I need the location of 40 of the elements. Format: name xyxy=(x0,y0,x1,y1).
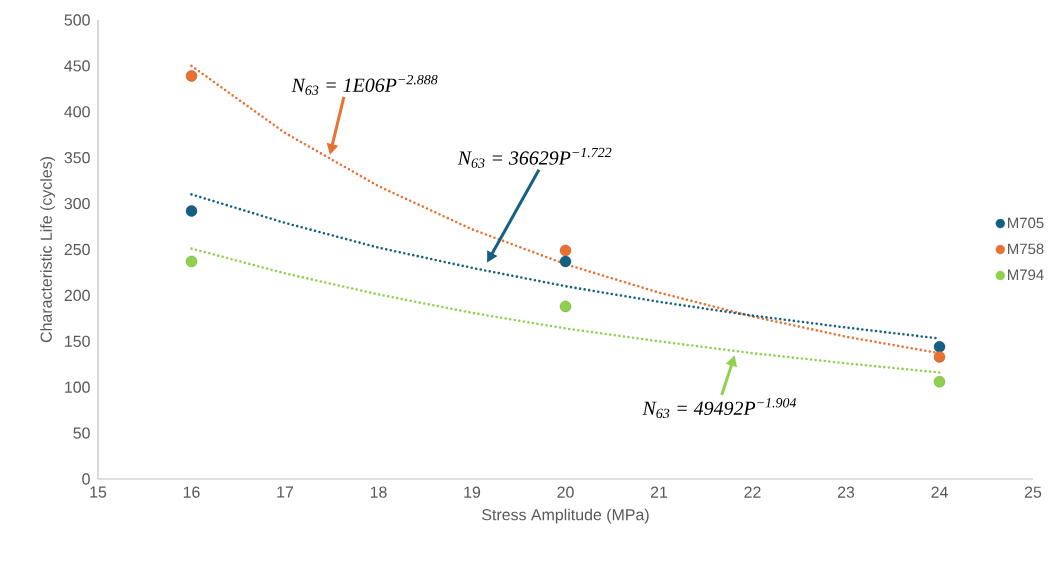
x-tick-label: 19 xyxy=(464,486,481,498)
annotation: N$_{63}$ = 36629P$^{−1.722}$ xyxy=(457,147,612,168)
point xyxy=(559,255,572,268)
x-tick-label: 25 xyxy=(1024,486,1042,498)
point xyxy=(185,255,198,268)
y-tick-label: 400 xyxy=(64,106,90,118)
x-axis-title: Stress Amplitude (MPa) xyxy=(482,508,649,524)
point xyxy=(559,244,572,257)
x-tick-label: 16 xyxy=(183,486,200,498)
y-tick-label: 100 xyxy=(65,381,90,393)
legend-label: M705 xyxy=(1008,217,1044,229)
point xyxy=(933,375,946,388)
y-tick-label: 300 xyxy=(64,197,90,210)
point xyxy=(185,70,198,82)
x-tick-label: 24 xyxy=(931,486,948,498)
y-tick-label: 150 xyxy=(65,335,90,347)
y-tick-label: 50 xyxy=(73,427,90,439)
line-series xyxy=(190,247,941,374)
x-tick-label: 17 xyxy=(277,486,294,498)
x-tick-label: 21 xyxy=(650,486,668,498)
y-tick-label: 250 xyxy=(64,243,90,256)
point xyxy=(933,351,946,363)
legend-label: M794 xyxy=(1008,269,1044,281)
x-tick-label: 22 xyxy=(744,486,761,498)
point xyxy=(559,300,572,313)
y-tick-label: 200 xyxy=(64,289,90,302)
point xyxy=(933,341,946,353)
x-tick-label: 15 xyxy=(90,486,107,498)
y-tick-label: 500 xyxy=(64,14,90,26)
y-tick-label: 450 xyxy=(64,60,90,72)
annotation: N$_{63}$ = 1E06P$^{−2.888}$ xyxy=(291,74,438,95)
annotation: N$_{63}$ = 49492P$^{−1.904}$ xyxy=(642,398,797,419)
y-tick-label: 0 xyxy=(82,473,90,485)
point xyxy=(185,205,198,217)
y-tick-label: 350 xyxy=(64,152,90,164)
x-tick-label: 23 xyxy=(837,486,855,498)
legend-label: M758 xyxy=(1008,243,1044,255)
y-axis-title: Characteristic Life (cycles) xyxy=(40,157,56,343)
x-tick-label: 20 xyxy=(557,486,574,498)
x-tick-label: 18 xyxy=(370,486,387,498)
